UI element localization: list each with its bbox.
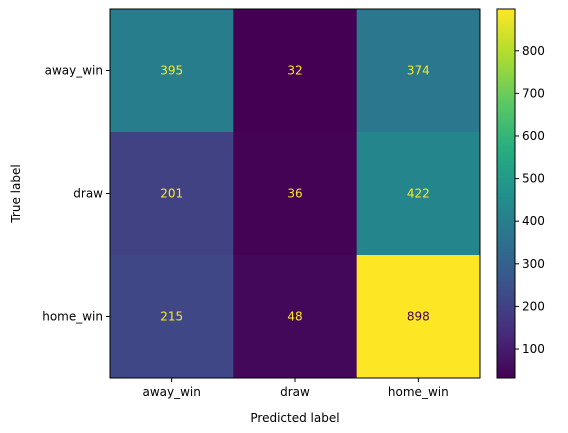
colorbar-tick-label: 800 <box>522 44 545 58</box>
heatmap-cell <box>233 132 358 256</box>
colorbar-frame <box>496 8 516 379</box>
heatmap-cell <box>233 9 358 133</box>
x-tick-label: draw <box>280 385 310 399</box>
y-tick-label: home_win <box>42 310 103 324</box>
y-tick-label: away_win <box>45 64 103 78</box>
x-tick-label: away_win <box>142 385 200 399</box>
heatmap-cell <box>356 132 481 256</box>
heatmap-cell <box>356 255 481 379</box>
colorbar-tick-label: 600 <box>522 129 545 143</box>
colorbar-tick-label: 700 <box>522 86 545 100</box>
y-axis-label: True label <box>9 164 23 223</box>
colorbar-tick-label: 400 <box>522 214 545 228</box>
colorbar-tick-label: 500 <box>522 172 545 186</box>
cell-value-label: 32 <box>287 64 302 78</box>
heatmap-cell <box>110 132 234 256</box>
heatmap-cell <box>356 9 481 133</box>
colorbar-ticks: 100 200 300 400 500 600 700 800 <box>515 44 545 356</box>
colorbar-tick-label: 100 <box>522 342 545 356</box>
y-tick-label: draw <box>73 187 103 201</box>
colorbar-tick-label: 300 <box>522 257 545 271</box>
heatmap-cell <box>233 255 358 379</box>
cell-value-label: 374 <box>407 64 430 78</box>
heatmap-cell <box>110 9 234 133</box>
cell-value-labels: 395 32 374 201 36 422 215 48 898 <box>160 64 430 324</box>
x-tick-label: home_win <box>388 385 449 399</box>
heatmap-cell <box>110 255 234 379</box>
colorbar <box>497 9 515 378</box>
colorbar-tick-label: 200 <box>522 299 545 313</box>
cell-value-label: 898 <box>407 310 430 324</box>
cell-value-label: 48 <box>287 310 302 324</box>
cell-value-label: 395 <box>160 64 183 78</box>
cell-value-label: 215 <box>160 310 183 324</box>
x-axis-label: Predicted label <box>250 411 339 425</box>
heatmap-cells <box>110 9 481 379</box>
cell-value-label: 201 <box>160 187 183 201</box>
cell-value-label: 422 <box>407 187 430 201</box>
cell-value-label: 36 <box>287 187 302 201</box>
x-axis-ticks: away_win draw home_win <box>142 378 449 399</box>
